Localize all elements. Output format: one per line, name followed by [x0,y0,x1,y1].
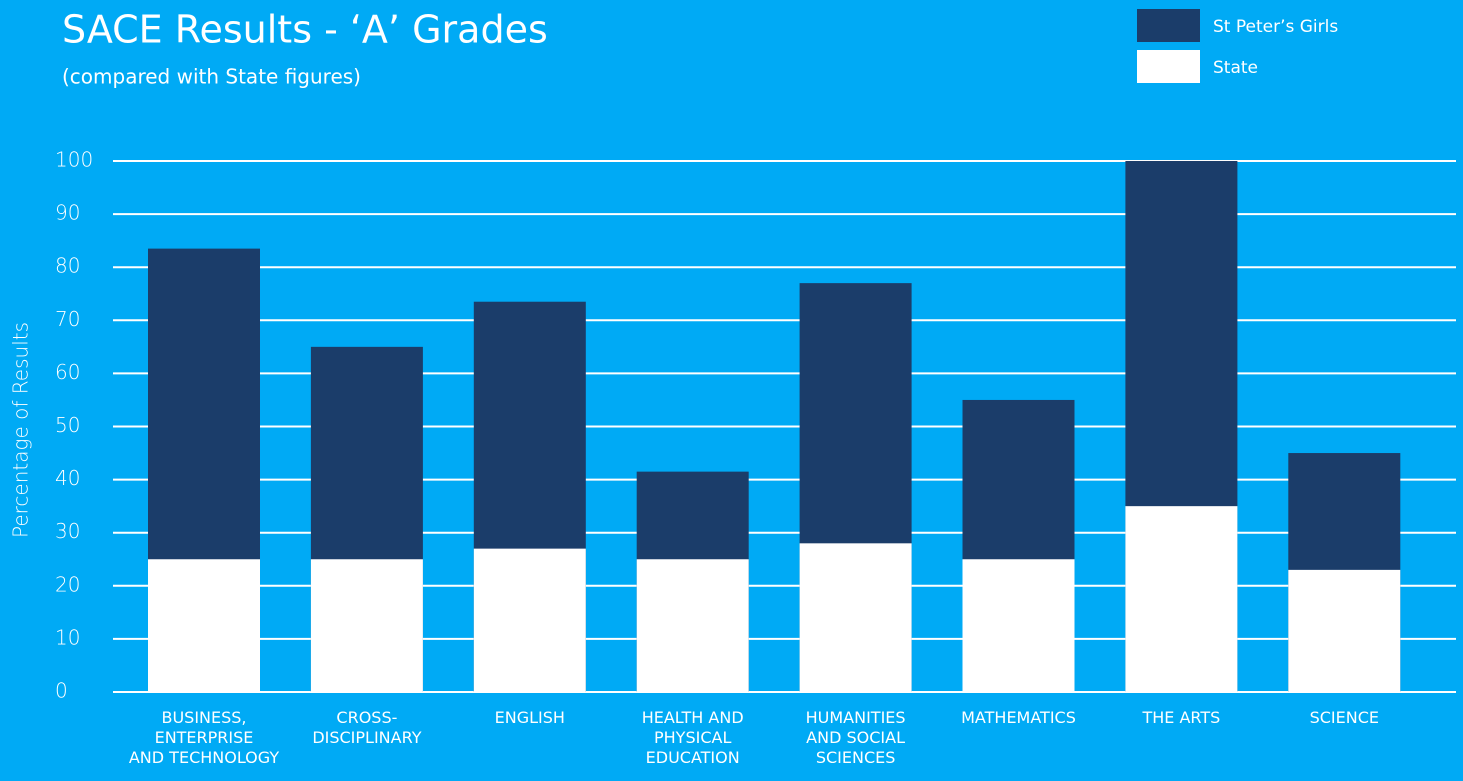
legend-swatch [1137,9,1200,42]
x-tick-label: HUMANITIES AND SOCIAL SCIENCES [805,708,906,767]
x-tick-label: MATHEMATICS [961,708,1076,727]
x-tick-label: ENGLISH [494,708,565,727]
x-tick-label: HEALTH AND PHYSICAL EDUCATION [641,708,744,767]
y-tick-label: 100 [55,148,93,172]
bar [310,559,423,692]
bar [1288,569,1401,692]
y-tick-label: 60 [55,360,80,384]
x-tick-label: SCIENCE [1309,708,1379,727]
legend-swatch [1137,50,1200,83]
y-tick-label: 70 [55,307,80,331]
legend-label: St Peter’s Girls [1213,17,1338,37]
bar [962,559,1075,692]
y-tick-label: 20 [55,572,80,596]
y-tick-label: 30 [55,519,80,543]
y-tick-label: 0 [55,679,68,703]
legend-label: State [1213,58,1258,78]
chart-title: SACE Results - ‘A’ Grades [62,8,548,52]
y-tick-label: 10 [55,625,80,649]
y-tick-label: 50 [55,413,80,437]
chart-subtitle: (compared with State figures) [62,65,361,89]
x-tick-label: THE ARTS [1142,708,1221,727]
y-tick-label: 40 [55,466,80,490]
x-tick-label: BUSINESS, ENTERPRISE AND TECHNOLOGY [128,708,280,767]
bar [636,559,749,692]
bar [1125,506,1238,692]
bar [148,559,260,692]
y-axis-label: Percentage of Results [9,322,33,538]
y-tick-label: 90 [55,201,80,225]
bar [799,543,912,692]
y-tick-label: 80 [55,254,80,278]
x-tick-label: CROSS- DISCIPLINARY [312,708,422,747]
bar [473,548,586,692]
